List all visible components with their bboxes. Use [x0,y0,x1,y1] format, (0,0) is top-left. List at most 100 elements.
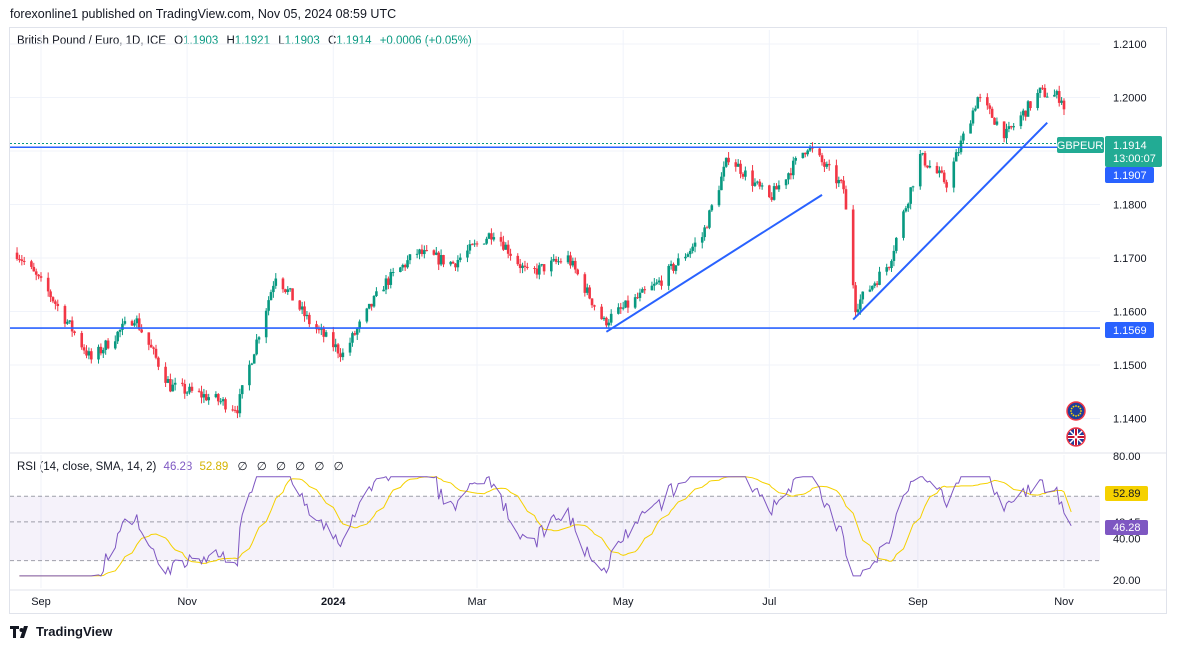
candle [324,332,328,337]
candle [15,252,19,260]
trendline[interactable] [605,194,823,333]
candle [30,261,33,267]
candle [39,276,43,278]
candle [291,288,294,301]
candle [823,162,826,167]
candle [607,322,611,326]
candle [772,186,776,200]
candle [885,267,889,272]
candle [502,241,505,250]
candle [87,351,91,356]
candle [1007,126,1011,129]
uk-flag-icon[interactable] [1066,427,1086,447]
candle [727,157,730,163]
price-axis-label: 1.2100 [1113,39,1147,51]
candle [744,170,747,177]
candle [197,390,201,392]
candle [928,165,932,168]
candle [1029,101,1032,109]
rsi-extra-values: ∅ ∅ ∅ ∅ ∅ ∅ [237,461,347,473]
candle [542,264,546,272]
rsi-line [19,475,1072,577]
candle [418,249,421,254]
candle [475,243,479,245]
candle [101,349,105,354]
candle [370,303,373,307]
candle [945,182,948,188]
candle [717,190,721,206]
candle [173,382,177,385]
trendline[interactable] [852,121,1048,321]
time-axis-label: Nov [1054,596,1074,608]
candle [454,263,457,268]
candle [171,384,175,392]
candle [535,268,539,275]
candle [183,383,187,394]
candle [756,181,759,183]
rsi-axis-label: 20.00 [1113,575,1141,587]
candle [140,329,143,333]
rsi-band-fill [10,496,1100,561]
rsi-sma-badge-text: 52.89 [1113,488,1141,500]
candle [358,321,361,329]
candle [700,237,704,243]
candle [1036,92,1039,109]
candle [408,254,412,261]
high-label: H [226,35,235,47]
candle [322,328,326,337]
time-axis-label: Mar [468,596,487,608]
candle [825,163,829,167]
candle [485,238,488,244]
eu-flag-icon[interactable] [1066,401,1086,421]
candle [935,165,939,174]
candle [859,299,862,310]
candle [892,250,896,261]
candle [154,348,158,358]
candle [1041,87,1044,89]
candle [741,173,745,177]
rsi-legend-value: 46.28 [163,461,193,473]
rsi-sma-line [19,476,1072,577]
tradingview-brand: TradingView [36,624,113,639]
candle [1053,94,1056,97]
candle [135,318,139,324]
candle [401,264,405,268]
candle [63,306,67,324]
candle [789,173,793,176]
tradingview-footer[interactable]: TradingView [10,624,112,639]
chart-frame[interactable] [9,27,1167,614]
candle [506,244,510,254]
candle [751,170,754,186]
last-price-text: 1.1914 [1113,140,1147,152]
candle [423,250,426,255]
candle [875,283,879,285]
candle [703,227,706,238]
candle [720,176,723,191]
candle [399,267,402,273]
candle [106,340,110,349]
candle [708,210,711,228]
candle [49,291,52,298]
candle [827,163,831,166]
rsi-label[interactable]: RSI (14, close, SMA, 14, 2) [17,461,157,473]
candle [758,181,762,187]
candle [403,264,407,268]
candle [104,340,107,350]
candle [655,282,659,284]
candle [600,306,603,320]
candle [990,108,994,118]
candle [425,250,429,252]
candle [303,306,306,317]
rsi-axis-label: 40.00 [1113,534,1141,546]
candle [705,227,709,229]
candle [382,289,385,292]
candle [473,243,476,245]
candle [643,289,647,291]
candle [573,260,577,270]
candle [121,323,124,330]
candle [420,249,424,255]
candle [593,305,596,307]
time-axis-label: Jul [762,596,776,608]
price-axis-label: 1.1400 [1113,414,1147,426]
